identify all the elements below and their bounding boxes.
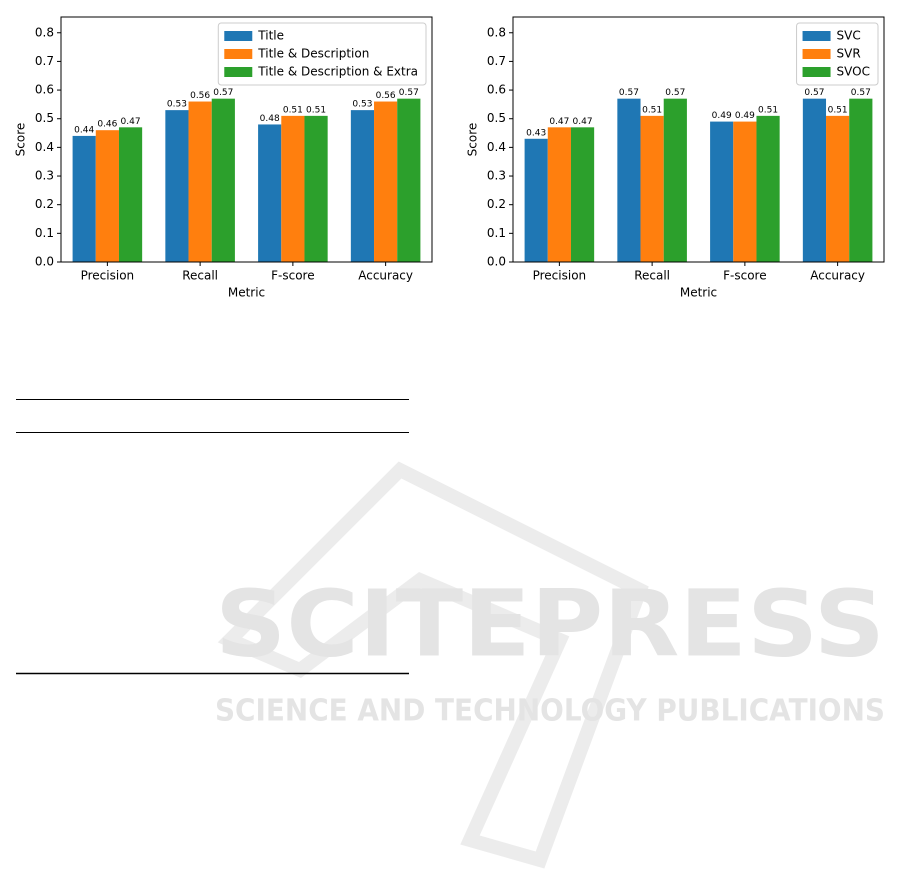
y-tick-label: 0.1 xyxy=(487,226,506,240)
legend-label: Title & Description xyxy=(257,47,369,61)
legend-label: SVC xyxy=(837,29,861,43)
bar xyxy=(95,130,119,262)
x-tick-label: Accuracy xyxy=(358,269,413,283)
y-tick-label: 0.6 xyxy=(487,83,506,97)
axes-frame xyxy=(60,16,433,263)
value-label: 0.57 xyxy=(804,88,824,98)
x-tick-label: Accuracy xyxy=(810,269,865,283)
value-label: 0.57 xyxy=(213,88,233,98)
bar xyxy=(281,115,305,262)
value-label: 0.47 xyxy=(573,117,593,127)
legend-label: SVR xyxy=(837,47,861,61)
bar xyxy=(258,124,282,262)
bar xyxy=(570,127,595,262)
y-tick-label: 0.1 xyxy=(35,226,54,240)
value-label: 0.53 xyxy=(167,100,187,110)
y-tick-label: 0.3 xyxy=(35,169,54,183)
bar xyxy=(710,121,734,263)
x-axis-label: Metric xyxy=(680,286,717,300)
y-tick-label: 0.2 xyxy=(487,197,506,211)
y-tick-label: 0.8 xyxy=(35,25,54,39)
bar xyxy=(350,110,375,262)
legend-box xyxy=(217,22,427,86)
bar xyxy=(397,98,421,263)
value-label: 0.51 xyxy=(828,105,848,115)
y-tick-label: 0.4 xyxy=(35,140,54,154)
legend-swatch xyxy=(802,31,831,41)
value-label: 0.51 xyxy=(283,105,303,115)
y-tick-label: 0.0 xyxy=(35,255,54,269)
legend-label: Title & Description & Extra xyxy=(257,65,418,79)
bar xyxy=(304,115,328,262)
bar xyxy=(118,127,143,262)
bar xyxy=(524,138,548,262)
watermark-subtitle: SCIENCE AND TECHNOLOGY PUBLICATIONS xyxy=(215,694,885,729)
bar xyxy=(165,110,189,262)
axes-frame xyxy=(512,16,885,263)
y-tick-label: 0.2 xyxy=(35,197,54,211)
value-label: 0.49 xyxy=(712,111,732,121)
bar xyxy=(849,98,873,263)
value-label: 0.51 xyxy=(306,105,326,115)
x-tick-label: Precision xyxy=(533,269,587,283)
y-axis-label: Score xyxy=(466,123,480,157)
legend-swatch xyxy=(224,67,253,77)
value-label: 0.51 xyxy=(642,105,662,115)
value-label: 0.48 xyxy=(260,114,280,124)
legend-swatch xyxy=(802,49,831,59)
value-label: 0.49 xyxy=(735,111,755,121)
value-label: 0.56 xyxy=(190,91,210,101)
x-tick-label: Recall xyxy=(182,269,218,283)
legend-label: SVOC xyxy=(837,65,870,79)
bar xyxy=(826,115,850,262)
y-tick-label: 0.6 xyxy=(35,83,54,97)
bar xyxy=(211,98,235,263)
value-label: 0.57 xyxy=(665,88,685,98)
bar xyxy=(617,98,641,263)
y-axis-label: Score xyxy=(14,123,28,157)
bar xyxy=(374,101,398,262)
bar xyxy=(802,98,827,263)
value-label: 0.57 xyxy=(399,88,419,98)
y-tick-label: 0.4 xyxy=(487,140,506,154)
x-axis-label: Metric xyxy=(228,286,265,300)
value-label: 0.57 xyxy=(619,88,639,98)
y-tick-label: 0.0 xyxy=(487,255,506,269)
y-tick-label: 0.7 xyxy=(35,54,54,68)
value-label: 0.57 xyxy=(851,88,871,98)
x-tick-label: F-score xyxy=(723,269,766,283)
y-tick-label: 0.3 xyxy=(487,169,506,183)
y-tick-label: 0.7 xyxy=(487,54,506,68)
y-tick-label: 0.8 xyxy=(487,25,506,39)
value-label: 0.44 xyxy=(74,125,94,135)
bar xyxy=(547,127,571,262)
x-tick-label: Recall xyxy=(634,269,670,283)
value-label: 0.53 xyxy=(352,100,372,110)
legend-swatch xyxy=(224,49,253,59)
value-label: 0.51 xyxy=(758,105,778,115)
watermark-logo xyxy=(217,461,649,869)
x-tick-label: F-score xyxy=(271,269,314,283)
x-tick-label: Precision xyxy=(81,269,135,283)
legend-swatch xyxy=(802,67,831,77)
legend-label: Title xyxy=(257,29,284,43)
value-label: 0.47 xyxy=(549,117,569,127)
bar xyxy=(188,101,212,262)
value-label: 0.56 xyxy=(376,91,396,101)
bar xyxy=(72,135,96,262)
value-label: 0.43 xyxy=(526,128,546,138)
value-label: 0.47 xyxy=(121,117,141,127)
bar xyxy=(733,121,757,263)
bar xyxy=(756,115,780,262)
legend-swatch xyxy=(224,31,253,41)
y-tick-label: 0.5 xyxy=(487,111,506,125)
bar xyxy=(640,115,664,262)
bar xyxy=(663,98,687,263)
y-tick-label: 0.5 xyxy=(35,111,54,125)
value-label: 0.46 xyxy=(97,120,117,130)
watermark-title: SCITEPRESS xyxy=(215,570,885,677)
